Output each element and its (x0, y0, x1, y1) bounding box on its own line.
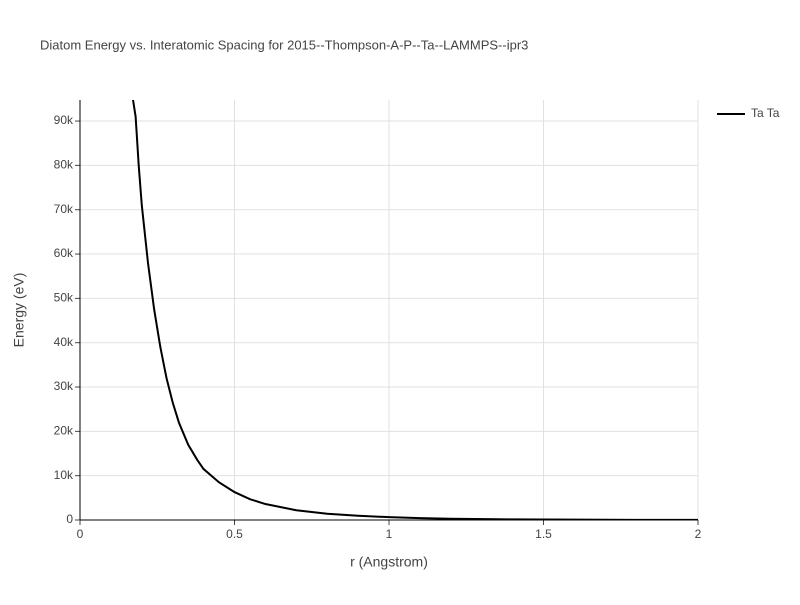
y-tick-label: 30k (54, 379, 74, 393)
data-line (132, 100, 698, 520)
chart-title: Diatom Energy vs. Interatomic Spacing fo… (40, 37, 528, 52)
y-tick-label: 10k (54, 468, 74, 482)
y-tick-label: 60k (54, 246, 74, 260)
y-tick-label: 80k (54, 158, 74, 172)
plot-area (132, 100, 698, 520)
y-tick-label: 70k (54, 202, 74, 216)
y-axis-title: Energy (eV) (11, 273, 27, 348)
y-tick-label: 90k (54, 113, 74, 127)
x-tick-label: 0 (77, 527, 84, 541)
axes: 0 0.5 1 1.5 2 0 10k 20k 30k 40k 50k 60k 70k 80k 90k (54, 100, 702, 541)
y-tick-label: 20k (54, 424, 74, 438)
y-tick-label: 50k (54, 291, 74, 305)
y-tick-label: 0 (66, 512, 73, 526)
grid (79, 100, 699, 521)
x-axis-title: r (Angstrom) (350, 554, 428, 570)
y-tick-label: 40k (54, 335, 74, 349)
x-tick-label: 1 (386, 527, 393, 541)
legend-label: Ta Ta (751, 106, 780, 120)
x-tick-label: 2 (695, 527, 702, 541)
x-tick-label: 1.5 (535, 527, 552, 541)
x-tick-label: 0.5 (226, 527, 243, 541)
